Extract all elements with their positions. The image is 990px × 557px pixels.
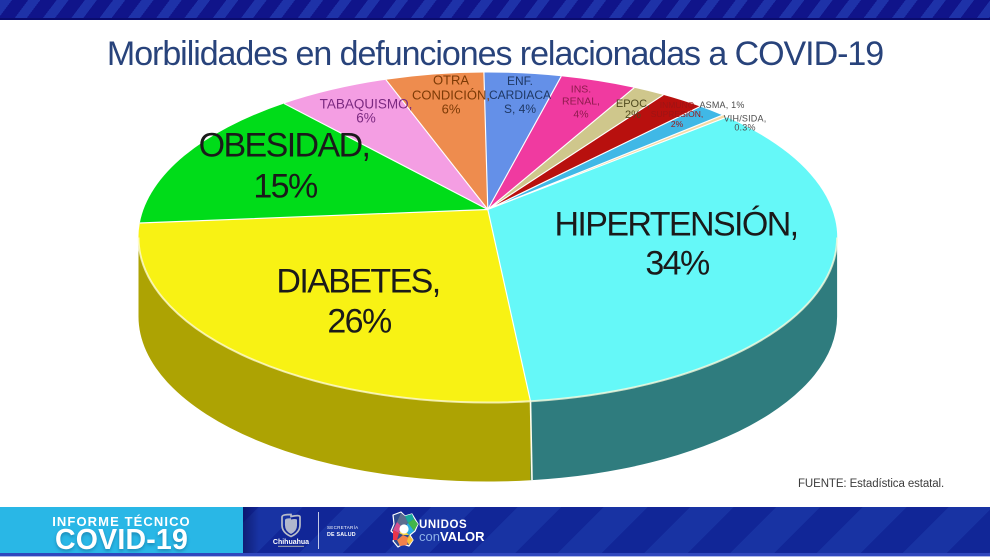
svg-text:Chihuahua: Chihuahua: [273, 539, 309, 546]
